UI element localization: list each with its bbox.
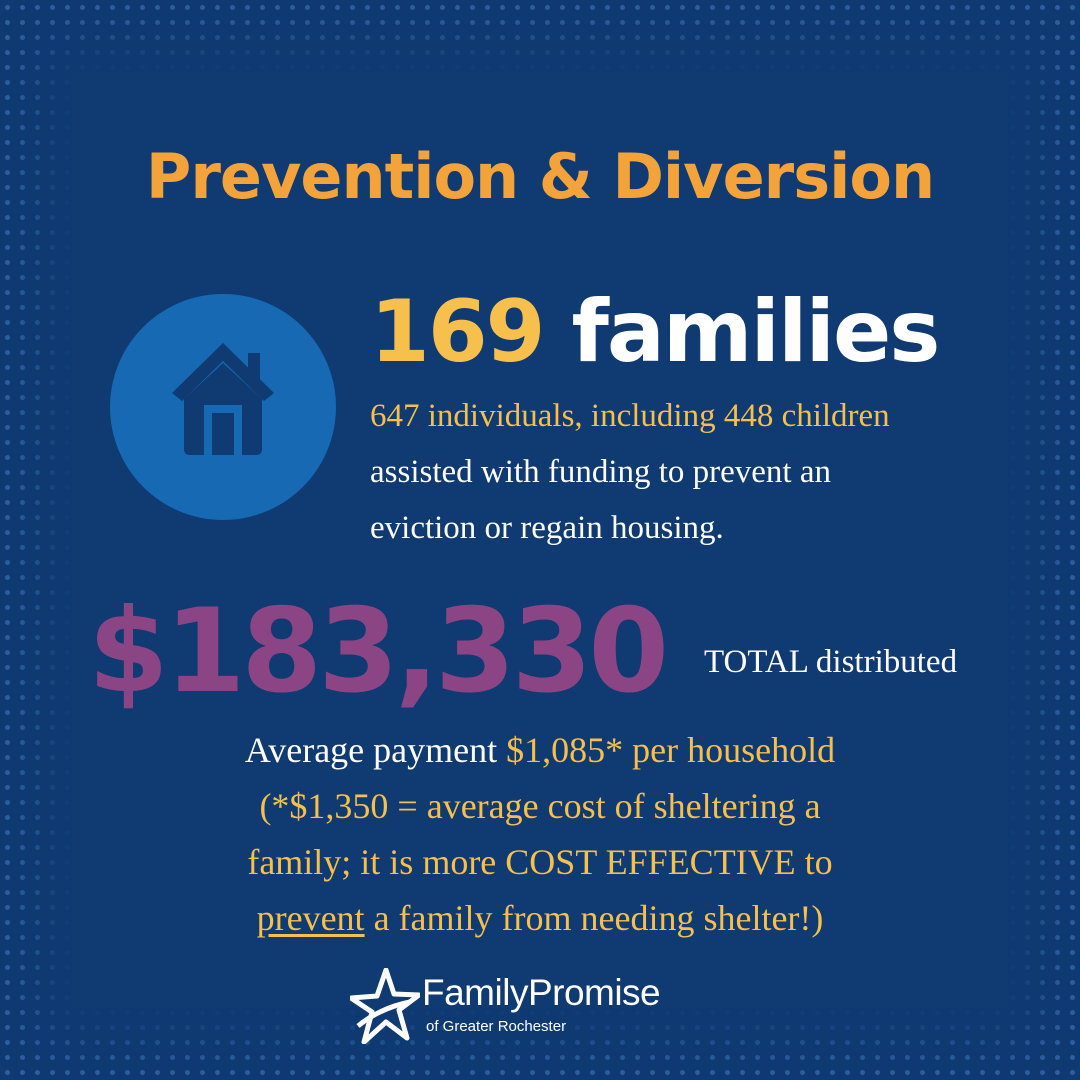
prevent-word: prevent — [256, 898, 365, 938]
average-line-2: (*$1,350 = average cost of sheltering a — [259, 786, 821, 826]
average-amount: $1,085* per household — [506, 730, 836, 770]
house-icon — [172, 343, 274, 455]
logo-subtitle: of Greater Rochester — [426, 1018, 567, 1035]
families-description: 647 individuals, including 448 children … — [370, 388, 890, 556]
total-amount: $183,330 — [88, 584, 669, 719]
total-label: TOTAL distributed — [704, 644, 958, 680]
families-count: 169 — [370, 282, 546, 382]
average-payment-note: Average payment $1,085* per household (*… — [0, 722, 1080, 946]
house-badge — [110, 294, 336, 520]
assist-line-1: assisted with funding to prevent an — [370, 454, 832, 490]
star-icon — [350, 968, 420, 1044]
individuals-line: 647 individuals, including 448 children — [370, 398, 890, 434]
families-headline: 169 families — [370, 282, 941, 382]
content-panel — [72, 72, 1008, 1008]
family-promise-logo: FamilyPromise of Greater Rochester — [350, 966, 750, 1046]
logo-name: FamilyPromise — [422, 972, 661, 1013]
families-label: families — [571, 282, 940, 382]
average-line-4: a family from needing shelter!) — [364, 898, 824, 938]
assist-line-2: eviction or regain housing. — [370, 510, 724, 546]
average-line-3: family; it is more COST EFFECTIVE to — [247, 842, 833, 882]
page-title: Prevention & Diversion — [145, 140, 935, 213]
average-prefix: Average payment — [244, 730, 507, 770]
